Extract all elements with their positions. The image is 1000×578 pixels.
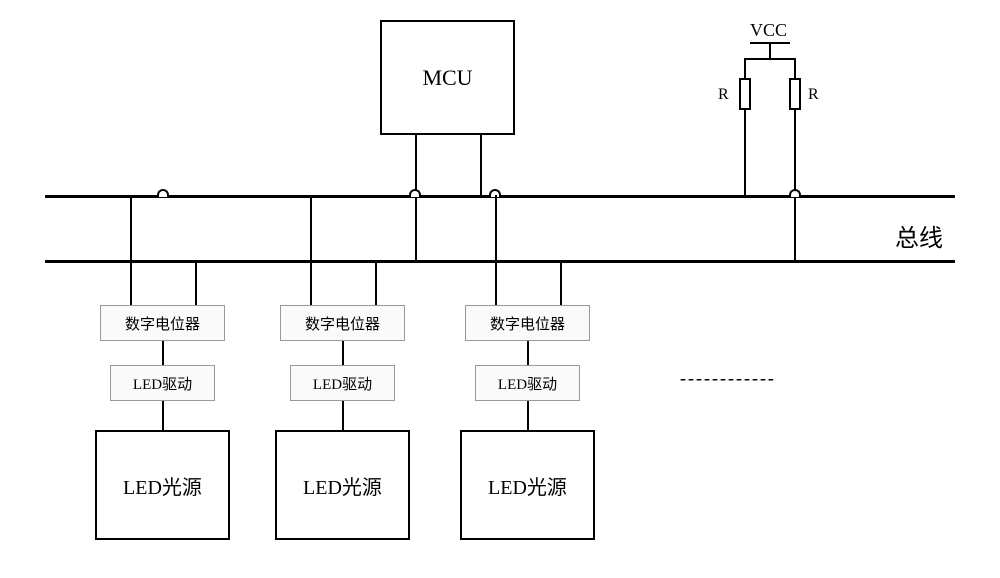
driver-label: LED驱动 — [498, 373, 557, 394]
ch3-driver-led-link — [527, 401, 529, 430]
ch3-pot-box: 数字电位器 — [465, 305, 590, 341]
ch3-conn-right — [560, 260, 562, 305]
pot-label: 数字电位器 — [490, 313, 565, 334]
arc-crossover — [409, 189, 421, 197]
led-label: LED光源 — [303, 471, 382, 500]
driver-label: LED驱动 — [133, 373, 192, 394]
res-left-drop — [744, 110, 746, 195]
ch2-driver-box: LED驱动 — [290, 365, 395, 401]
ch1-pot-box: 数字电位器 — [100, 305, 225, 341]
resistor-right-label: R — [808, 86, 819, 104]
ellipsis: ------------ — [680, 368, 776, 389]
driver-label: LED驱动 — [313, 373, 372, 394]
ch2-led-box: LED光源 — [275, 430, 410, 540]
ch2-conn-left — [310, 195, 312, 305]
ch3-pot-driver-link — [527, 341, 529, 365]
bus-line-2 — [45, 260, 955, 263]
bus-label: 总线 — [895, 218, 943, 253]
ch3-conn-left — [495, 195, 497, 305]
vcc-tee-stem — [769, 42, 771, 58]
led-label: LED光源 — [123, 471, 202, 500]
mcu-conn-right — [480, 135, 482, 195]
ch1-conn-right — [195, 260, 197, 305]
ch2-conn-right — [375, 260, 377, 305]
ch2-pot-driver-link — [342, 341, 344, 365]
vcc-branch-left — [744, 58, 746, 78]
resistor-left — [739, 78, 751, 110]
mcu-label: MCU — [422, 65, 472, 91]
vcc-label: VCC — [750, 20, 787, 41]
ch1-driver-box: LED驱动 — [110, 365, 215, 401]
vcc-branch-bar — [744, 58, 796, 60]
ch2-pot-box: 数字电位器 — [280, 305, 405, 341]
mcu-box: MCU — [380, 20, 515, 135]
pot-label: 数字电位器 — [125, 313, 200, 334]
ch1-pot-driver-link — [162, 341, 164, 365]
vcc-branch-right — [794, 58, 796, 78]
ch1-conn-left — [130, 195, 132, 305]
ch1-led-box: LED光源 — [95, 430, 230, 540]
res-right-drop — [794, 110, 796, 260]
arc-crossover — [157, 189, 169, 197]
pot-label: 数字电位器 — [305, 313, 380, 334]
ch3-led-box: LED光源 — [460, 430, 595, 540]
ch1-driver-led-link — [162, 401, 164, 430]
led-label: LED光源 — [488, 471, 567, 500]
arc-crossover — [789, 189, 801, 197]
ch3-driver-box: LED驱动 — [475, 365, 580, 401]
ch2-driver-led-link — [342, 401, 344, 430]
resistor-right — [789, 78, 801, 110]
resistor-left-label: R — [718, 86, 729, 104]
